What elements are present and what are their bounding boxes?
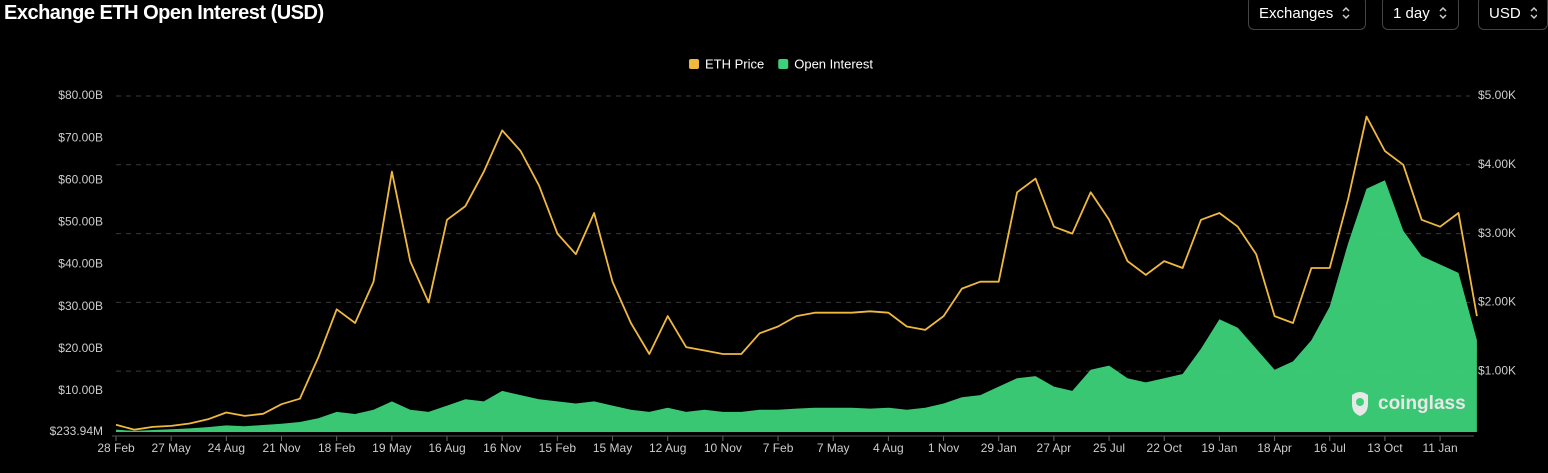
x-tick-label: 27 May — [151, 441, 190, 455]
x-tick-label: 18 Apr — [1257, 441, 1292, 455]
y-tick-label: $233.94M — [50, 424, 103, 438]
select-label: Exchanges — [1259, 4, 1334, 22]
x-tick-label: 1 Nov — [928, 441, 959, 455]
x-tick-label: 13 Oct — [1367, 441, 1403, 455]
legend-label: Open Interest — [794, 56, 873, 71]
x-tick-label: 11 Jan — [1423, 441, 1458, 455]
x-tick-label: 15 Feb — [539, 441, 577, 455]
y2-tick-label: $4.00K — [1478, 157, 1516, 171]
y2-tick-label: $5.00K — [1478, 88, 1516, 102]
x-tick-label: 29 Jan — [981, 441, 1017, 455]
watermark: coinglass — [1348, 391, 1466, 417]
interval-select[interactable]: 1 day — [1382, 0, 1459, 30]
y-tick-label: $50.00B — [58, 215, 103, 229]
x-tick-label: 10 Nov — [704, 441, 742, 455]
select-label: USD — [1489, 4, 1521, 22]
y-tick-label: $60.00B — [58, 172, 103, 186]
exchanges-select[interactable]: Exchanges — [1248, 0, 1366, 30]
x-tick-label: 7 Feb — [763, 441, 794, 455]
y-tick-label: $40.00B — [58, 257, 103, 271]
legend-label: ETH Price — [705, 56, 764, 71]
x-tick-label: 18 Feb — [318, 441, 356, 455]
x-tick-label: 4 Aug — [873, 441, 904, 455]
x-tick-label: 16 Jul — [1314, 441, 1346, 455]
x-tick-label: 28 Feb — [97, 441, 135, 455]
area — [116, 180, 1477, 432]
chevron-icon — [1530, 6, 1537, 20]
x-tick-label: 25 Jul — [1093, 441, 1125, 455]
watermark-text: coinglass — [1378, 393, 1466, 414]
line — [115, 115, 1478, 431]
x-tick-label: 19 May — [372, 441, 411, 455]
y2-tick-label: $1.00K — [1478, 363, 1516, 377]
watermark-icon — [1352, 392, 1368, 416]
select-label: 1 day — [1393, 4, 1430, 22]
chevron-icon — [1439, 6, 1447, 20]
x-tick-label: 7 May — [817, 441, 850, 455]
chevron-icon — [1342, 6, 1350, 20]
x-tick-label: 19 Jan — [1201, 441, 1237, 455]
x-tick-label: 24 Aug — [208, 441, 245, 455]
legend-swatch — [778, 59, 789, 69]
y-tick-label: $10.00B — [58, 383, 103, 397]
x-tick-label: 12 Aug — [649, 441, 686, 455]
x-tick-label: 16 Nov — [483, 441, 521, 455]
y2-tick-label: $2.00K — [1478, 295, 1516, 309]
y-tick-label: $20.00B — [58, 341, 103, 355]
x-tick-label: 21 Nov — [262, 441, 300, 455]
x-tick-label: 27 Apr — [1037, 441, 1072, 455]
y2-tick-label: $3.00K — [1478, 226, 1516, 240]
page-title: Exchange ETH Open Interest (USD) — [4, 2, 324, 24]
x-tick-label: 22 Oct — [1147, 441, 1183, 455]
y-tick-label: $70.00B — [58, 130, 103, 144]
y-tick-label: $30.00B — [58, 299, 103, 313]
y-tick-label: $80.00B — [58, 88, 103, 102]
x-tick-label: 15 May — [593, 441, 632, 455]
legend-swatch — [689, 59, 699, 69]
x-tick-label: 16 Aug — [428, 441, 465, 455]
